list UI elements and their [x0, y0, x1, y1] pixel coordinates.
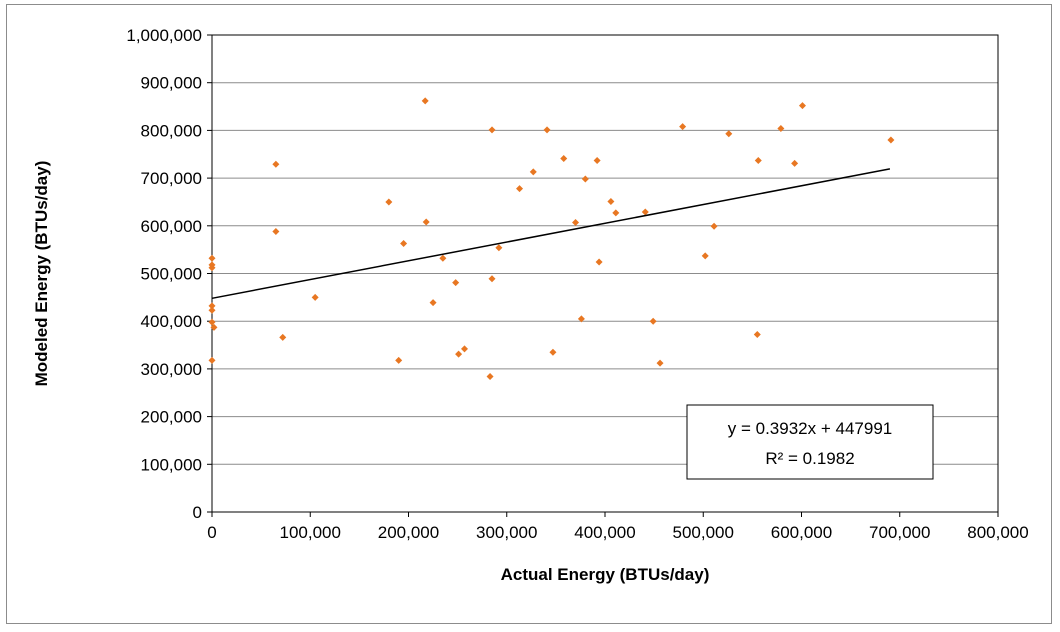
x-tick-label: 800,000 — [967, 523, 1028, 542]
data-point — [495, 244, 503, 252]
data-point — [208, 306, 216, 314]
data-point — [272, 160, 280, 168]
data-point — [421, 97, 429, 105]
x-tick-label: 100,000 — [280, 523, 341, 542]
data-point — [208, 318, 216, 326]
x-tick-label: 200,000 — [378, 523, 439, 542]
data-point — [581, 175, 589, 183]
data-point — [272, 228, 280, 236]
x-axis-ticks: 0 100,000 200,000 300,000 400,000 500,000 600,… — [207, 512, 1029, 542]
data-point — [400, 239, 408, 247]
data-point — [279, 333, 287, 341]
data-point — [560, 155, 568, 163]
y-tick-label: 0 — [193, 503, 202, 522]
data-point — [461, 345, 469, 353]
data-point — [754, 156, 762, 164]
data-point — [549, 348, 557, 356]
y-tick-label: 100,000 — [141, 455, 202, 474]
data-point — [311, 293, 319, 301]
y-tick-label: 200,000 — [141, 408, 202, 427]
data-point — [607, 197, 615, 205]
data-point — [208, 254, 216, 262]
data-point — [612, 209, 620, 217]
data-point — [429, 299, 437, 307]
y-tick-label: 700,000 — [141, 169, 202, 188]
x-tick-label: 500,000 — [673, 523, 734, 542]
data-point — [753, 331, 761, 339]
chart-area: 0 100,000 200,000 300,000 400,000 500,000 600,… — [6, 4, 1052, 624]
data-point — [701, 252, 709, 260]
data-point — [725, 130, 733, 138]
trendline-equation: y = 0.3932x + 447991 — [728, 419, 892, 438]
data-point — [452, 279, 460, 287]
data-point — [488, 126, 496, 134]
y-axis-ticks: 0 100,000 200,000 300,000 400,000 500,000 600,… — [126, 26, 212, 522]
data-point — [710, 222, 718, 230]
y-axis-title: Modeled Energy (BTUs/day) — [32, 161, 51, 387]
data-point — [439, 254, 447, 262]
y-tick-label: 400,000 — [141, 312, 202, 331]
data-point — [385, 198, 393, 206]
data-point — [595, 258, 603, 266]
scatter-chart: 0 100,000 200,000 300,000 400,000 500,000 600,… — [32, 26, 1029, 584]
data-points — [208, 97, 895, 381]
x-tick-label: 400,000 — [574, 523, 635, 542]
data-point — [577, 315, 585, 323]
data-point — [208, 356, 216, 364]
data-point — [572, 218, 580, 226]
trendline-equation-box: y = 0.3932x + 447991 R² = 0.1982 — [686, 404, 934, 480]
x-axis-title: Actual Energy (BTUs/day) — [501, 565, 710, 584]
data-point — [210, 323, 218, 331]
x-tick-label: 600,000 — [771, 523, 832, 542]
data-point — [422, 218, 430, 226]
data-point — [641, 208, 649, 216]
data-point — [208, 302, 216, 310]
data-point — [593, 156, 601, 164]
data-point — [455, 350, 463, 358]
data-point — [486, 373, 494, 381]
r-squared-label: R² = 0.1982 — [765, 449, 854, 468]
data-point — [649, 317, 657, 325]
y-tick-label: 600,000 — [141, 217, 202, 236]
data-point — [679, 123, 687, 131]
data-point — [529, 168, 537, 176]
data-point — [208, 264, 216, 272]
data-point — [516, 185, 524, 193]
data-point — [543, 126, 551, 134]
trendline — [211, 168, 891, 300]
y-tick-label: 1,000,000 — [126, 26, 202, 45]
equation-box-border — [686, 404, 934, 480]
x-tick-label: 0 — [207, 523, 216, 542]
y-tick-label: 500,000 — [141, 265, 202, 284]
data-point — [395, 356, 403, 364]
x-tick-label: 700,000 — [869, 523, 930, 542]
data-point — [777, 124, 785, 132]
x-tick-label: 300,000 — [476, 523, 537, 542]
data-point — [488, 275, 496, 283]
data-point — [791, 159, 799, 167]
y-tick-label: 900,000 — [141, 74, 202, 93]
data-point — [798, 102, 806, 110]
y-tick-label: 300,000 — [141, 360, 202, 379]
y-tick-label: 800,000 — [141, 121, 202, 140]
data-point — [887, 136, 895, 144]
data-point — [656, 359, 664, 367]
